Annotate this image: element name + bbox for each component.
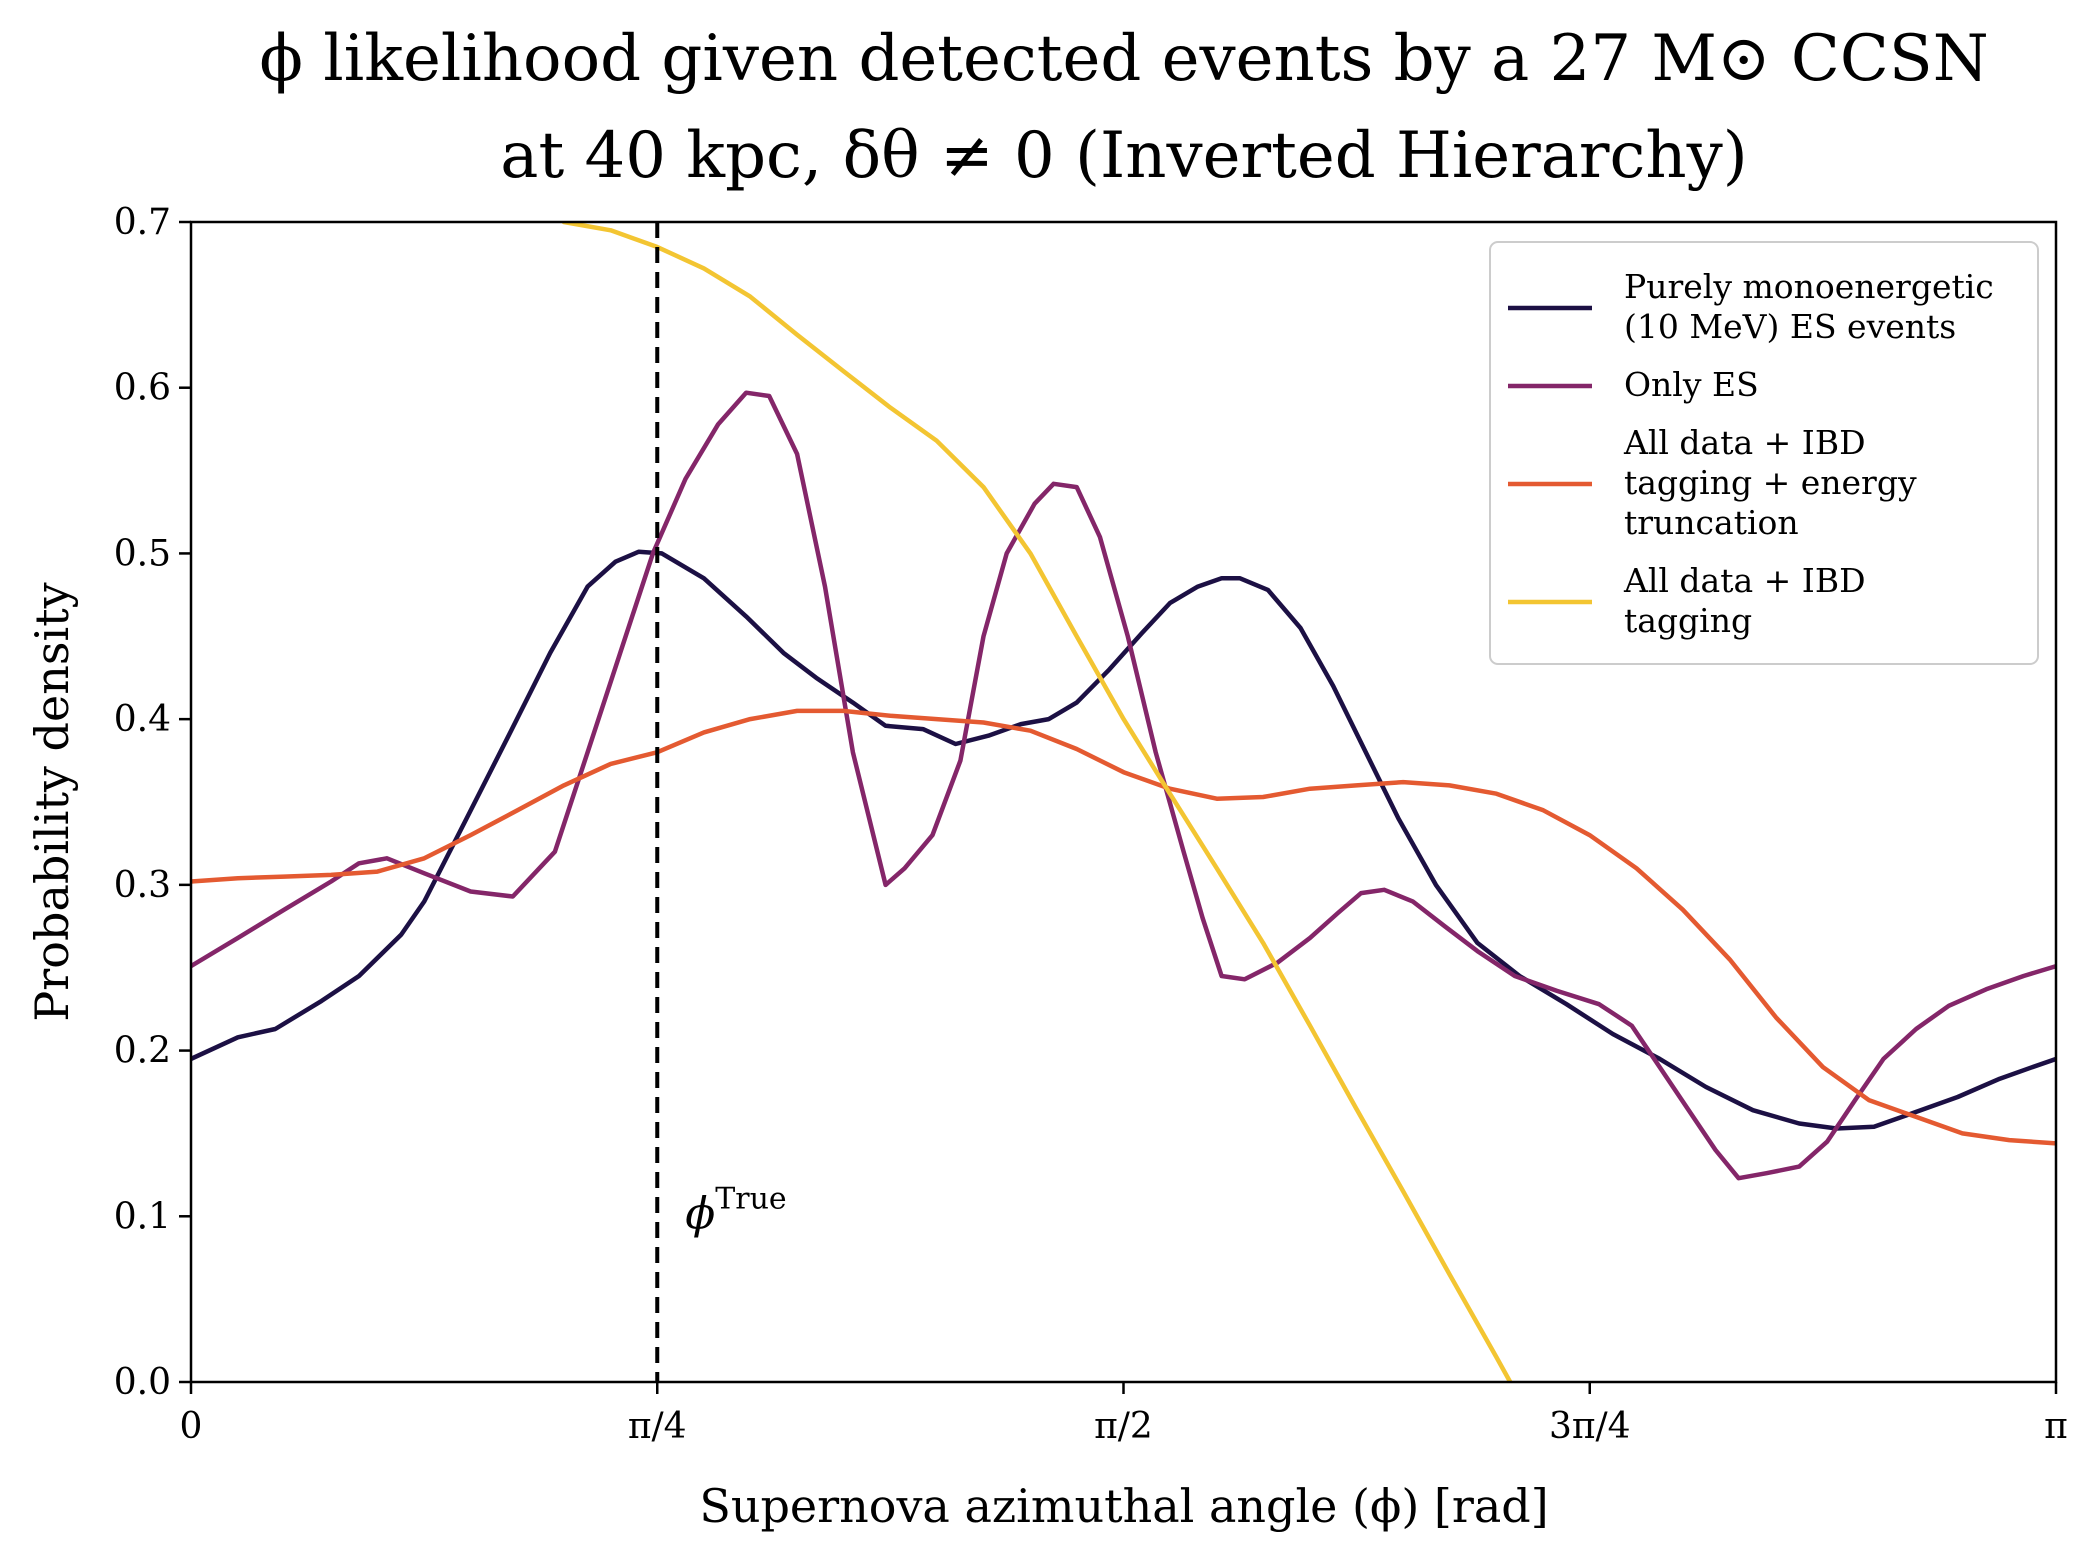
series-line-4 xyxy=(561,222,1513,1382)
series-layer xyxy=(191,222,2056,1382)
x-tick-label: 0 xyxy=(180,1406,203,1447)
legend-label-1: Purely monoenergetic xyxy=(1624,267,1994,306)
y-tick-label: 0.1 xyxy=(114,1196,171,1237)
legend-label-3: truncation xyxy=(1624,503,1799,542)
y-tick-label: 0.7 xyxy=(114,202,171,243)
legend-label-3: tagging + energy xyxy=(1624,463,1917,502)
x-tick-label: 3π/4 xyxy=(1549,1406,1631,1447)
y-tick-label: 0.0 xyxy=(114,1362,171,1403)
legend: Purely monoenergetic(10 MeV) ES events On… xyxy=(1489,241,2039,665)
x-tick-label: π xyxy=(2044,1406,2068,1447)
true-phi-annotation-superscript: True xyxy=(715,1181,786,1216)
x-axis-label: Supernova azimuthal angle (ϕ) [rad] xyxy=(699,1479,1548,1533)
chart-title-line-2: at 40 kpc, δθ ≠ 0 (Inverted Hierarchy) xyxy=(500,119,1747,193)
y-tick-label: 0.3 xyxy=(114,865,171,906)
chart-title-line-1: ϕ likelihood given detected events by a … xyxy=(259,22,1988,96)
x-tick-label: π/2 xyxy=(1094,1406,1153,1447)
y-tick-label: 0.2 xyxy=(114,1031,171,1072)
legend-label-4: All data + IBD xyxy=(1623,561,1866,600)
series-line-1 xyxy=(191,549,2056,1131)
legend-label-3: All data + IBD xyxy=(1623,423,1866,462)
legend-frame xyxy=(1489,241,2039,665)
legend-label-4: tagging xyxy=(1624,601,1752,640)
y-tick-label: 0.4 xyxy=(114,699,171,740)
legend-label-1: (10 MeV) ES events xyxy=(1624,307,1956,346)
y-tick-label: 0.6 xyxy=(114,368,171,409)
y-tick-label: 0.5 xyxy=(114,533,171,574)
legend-label-2: Only ES xyxy=(1624,365,1759,404)
true-phi-annotation-base: ϕ xyxy=(685,1188,715,1239)
true-phi-annotation: ϕTrue xyxy=(685,1181,786,1239)
x-tick-label: π/4 xyxy=(628,1406,687,1447)
plot-frame xyxy=(189,220,2058,1384)
axes-layer: 0 π/4 π/2 3π/4 π 0.0 0.1 0.2 0.3 0.4 0.5 0.6 0.7 xyxy=(114,202,2068,1447)
y-axis-label: Probability density xyxy=(25,582,79,1021)
series-line-2 xyxy=(191,390,2056,1181)
series-line-3 xyxy=(191,708,2056,1146)
